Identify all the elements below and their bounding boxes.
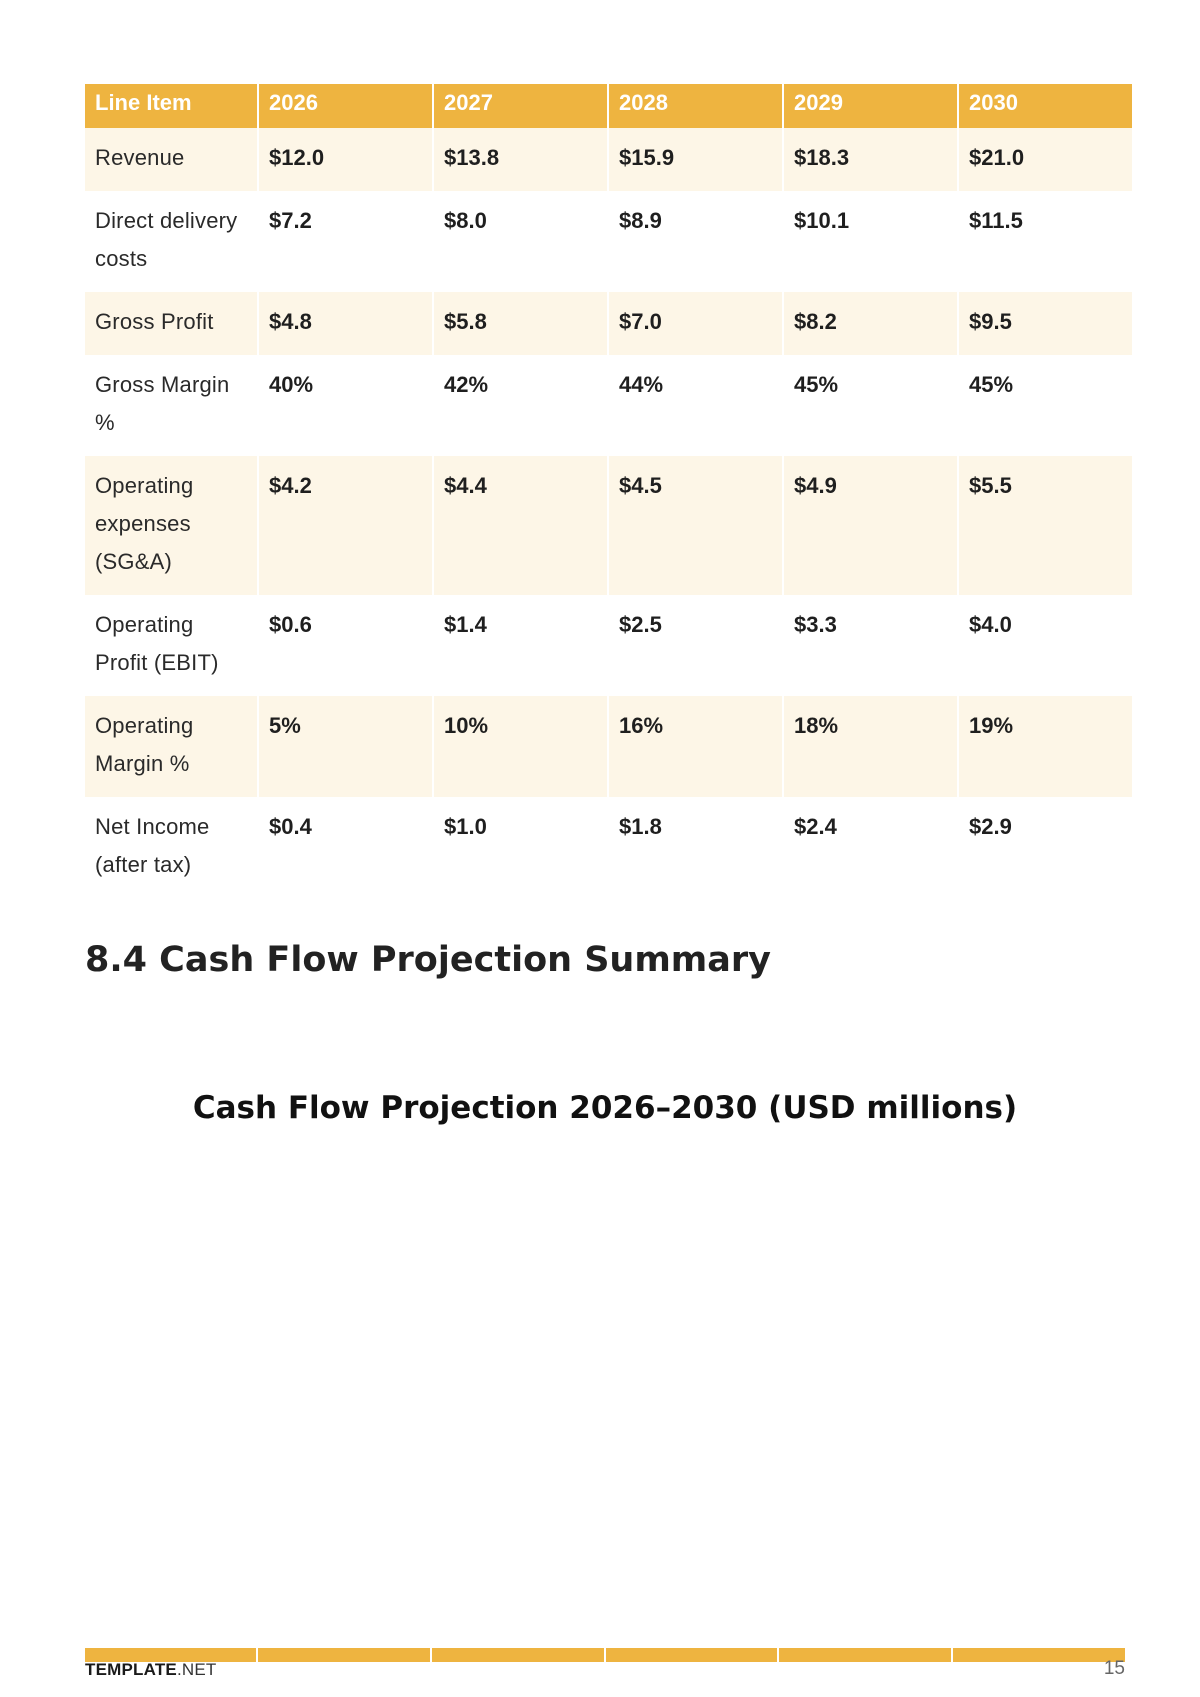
footer-bar-segment	[258, 1648, 430, 1662]
cell-value: $7.0	[609, 292, 782, 355]
cell-value: $4.9	[784, 456, 957, 595]
footer-brand-logo: TEMPLATE.NET	[85, 1660, 216, 1680]
cell-value: $5.5	[959, 456, 1132, 595]
cell-value: $2.5	[619, 612, 662, 637]
header-year: 2026	[259, 84, 432, 128]
table-row: Gross Profit $4.8 $5.8 $7.0 $8.2 $9.5	[85, 292, 1132, 355]
brand-name-bold: TEMPLATE	[85, 1660, 177, 1679]
cell-value: $5.8	[434, 292, 607, 355]
cell-value: 40%	[269, 372, 314, 397]
table-row: Operating expenses (SG&A) $4.2 $4.4 $4.5…	[85, 456, 1132, 595]
cell-value: $4.0	[969, 612, 1012, 637]
row-label: Operating Profit (EBIT)	[95, 612, 219, 675]
cell-value: $3.3	[794, 612, 837, 637]
header-line-item: Line Item	[85, 84, 257, 128]
cell-value: $0.6	[269, 612, 312, 637]
cell-value: $9.5	[959, 292, 1132, 355]
cell-value: $1.0	[444, 814, 487, 839]
page-number: 15	[1103, 1658, 1125, 1679]
footer-bar-segment	[779, 1648, 952, 1662]
brand-name-suffix: .NET	[176, 1660, 217, 1679]
footer-accent-bar	[85, 1648, 1125, 1662]
cell-value: 45%	[794, 372, 839, 397]
cell-value: 42%	[444, 372, 489, 397]
row-label: Operating expenses (SG&A)	[85, 456, 257, 595]
cell-value: $21.0	[959, 128, 1132, 191]
section-heading: 8.4 Cash Flow Projection Summary	[85, 940, 771, 980]
cell-value: $4.8	[259, 292, 432, 355]
table-row: Net Income (after tax) $0.4 $1.0 $1.8 $2…	[85, 797, 1132, 898]
cell-value: $8.0	[444, 208, 487, 233]
cell-value: $8.2	[784, 292, 957, 355]
cell-value: 19%	[959, 696, 1132, 797]
cell-value: 16%	[609, 696, 782, 797]
cell-value: $10.1	[794, 208, 850, 233]
cell-value: $2.4	[794, 814, 837, 839]
cell-value: $2.9	[969, 814, 1012, 839]
cell-value: 45%	[969, 372, 1014, 397]
table-row: Direct delivery costs $7.2 $8.0 $8.9 $10…	[85, 191, 1132, 292]
table-header-row: Line Item 2026 2027 2028 2029 2030	[85, 84, 1132, 128]
table-row: Revenue $12.0 $13.8 $15.9 $18.3 $21.0	[85, 128, 1132, 191]
cell-value: $15.9	[609, 128, 782, 191]
cell-value: $1.8	[619, 814, 662, 839]
row-label: Gross Profit	[85, 292, 257, 355]
row-label: Direct delivery costs	[95, 208, 238, 271]
cell-value: $7.2	[269, 208, 312, 233]
cell-value: 10%	[434, 696, 607, 797]
header-year: 2027	[434, 84, 607, 128]
cell-value: $0.4	[269, 814, 312, 839]
table-row: Operating Margin % 5% 10% 16% 18% 19%	[85, 696, 1132, 797]
row-label: Operating Margin %	[85, 696, 257, 797]
chart-title: Cash Flow Projection 2026–2030 (USD mill…	[192, 1090, 1018, 1126]
footer-bar-segment	[605, 1648, 778, 1662]
cell-value: $18.3	[784, 128, 957, 191]
header-year: 2029	[784, 84, 957, 128]
footer-bar-segment	[953, 1648, 1125, 1662]
income-statement-table: Line Item 2026 2027 2028 2029 2030 Reven…	[83, 84, 1134, 898]
cell-value: $11.5	[969, 208, 1023, 233]
header-year: 2030	[959, 84, 1132, 128]
row-label: Net Income (after tax)	[95, 814, 210, 877]
cell-value: $12.0	[259, 128, 432, 191]
header-year: 2028	[609, 84, 782, 128]
footer-bar-segment	[431, 1648, 604, 1662]
row-label: Revenue	[85, 128, 257, 191]
cell-value: $4.4	[434, 456, 607, 595]
cell-value: $13.8	[434, 128, 607, 191]
cell-value: 5%	[259, 696, 432, 797]
cell-value: $4.5	[609, 456, 782, 595]
cell-value: $8.9	[619, 208, 662, 233]
footer-bar-segment	[85, 1648, 256, 1662]
row-label: Gross Margin %	[95, 372, 230, 435]
table-row: Gross Margin % 40% 42% 44% 45% 45%	[85, 355, 1132, 456]
cell-value: 44%	[619, 372, 664, 397]
cell-value: $4.2	[259, 456, 432, 595]
cell-value: $1.4	[444, 612, 487, 637]
table-row: Operating Profit (EBIT) $0.6 $1.4 $2.5 $…	[85, 595, 1132, 696]
cell-value: 18%	[784, 696, 957, 797]
